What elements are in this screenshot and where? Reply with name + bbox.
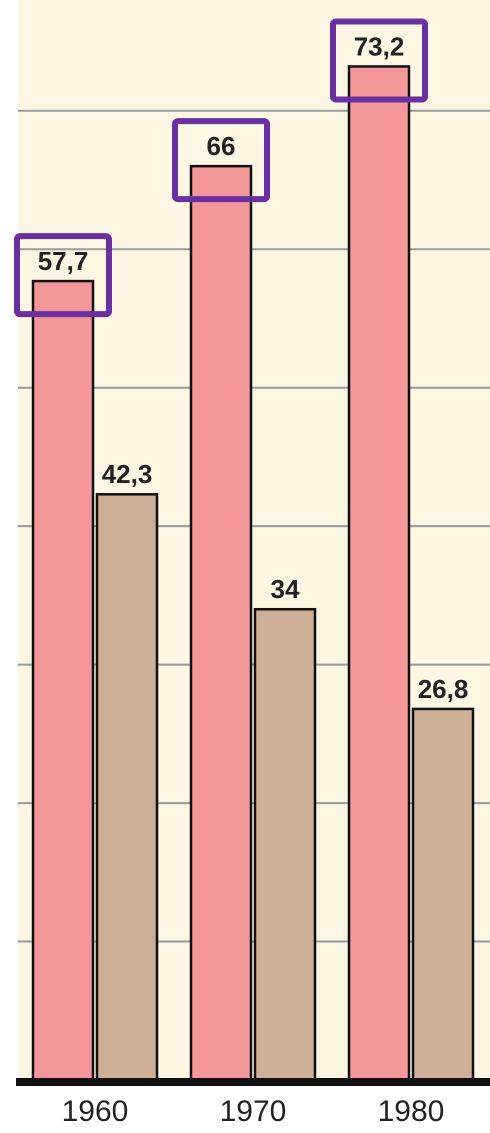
bar (31, 279, 95, 1082)
data-label: 73,2 (354, 31, 405, 61)
bar (95, 493, 159, 1082)
bar (411, 707, 475, 1082)
data-label: 26,8 (418, 674, 469, 704)
data-label: 42,3 (102, 459, 153, 489)
x-tick-label: 1960 (62, 1095, 129, 1128)
highlight-box (14, 233, 112, 318)
bar (347, 65, 411, 1082)
data-label: 57,7 (38, 246, 89, 276)
data-label: 34 (271, 574, 300, 604)
highlight-box (330, 18, 428, 103)
bar (253, 607, 317, 1082)
x-tick-label: 1970 (220, 1095, 287, 1128)
data-label: 66 (207, 131, 236, 161)
highlight-box (172, 118, 270, 203)
x-tick-label: 1980 (378, 1095, 445, 1128)
bar (189, 164, 253, 1082)
